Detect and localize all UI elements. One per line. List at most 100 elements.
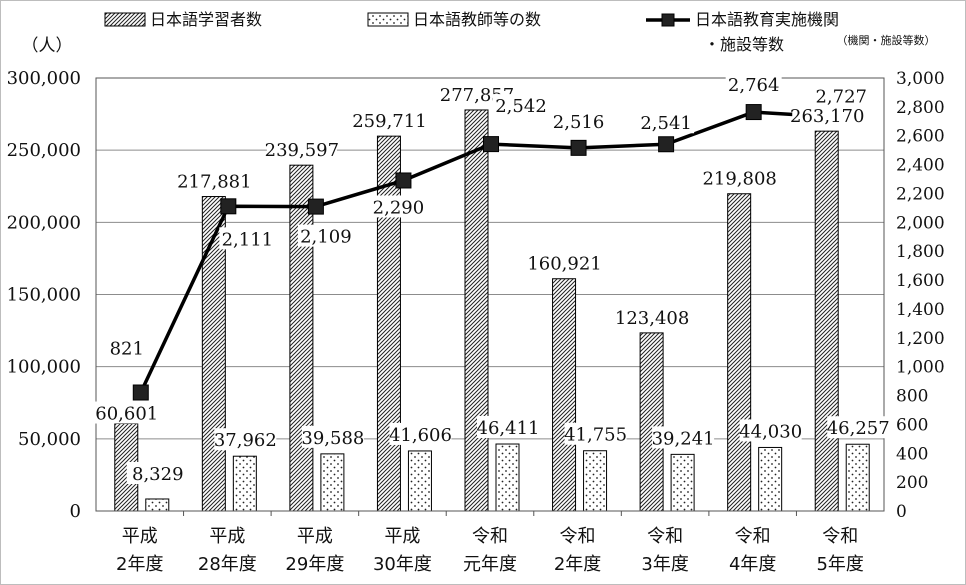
learners-data-label: 259,711 xyxy=(352,111,426,132)
y-left-tick-label: 300,000 xyxy=(7,68,81,89)
teachers-bar xyxy=(495,443,520,512)
y-left-tick-label: 150,000 xyxy=(7,285,81,306)
x-axis-category-label: 2年度 xyxy=(116,554,163,575)
teachers-data-label: 8,329 xyxy=(132,464,184,485)
x-axis-category-label: 4年度 xyxy=(729,554,776,575)
y-right-tick-label: 1,400 xyxy=(896,300,945,320)
data-label-background xyxy=(529,251,600,274)
data-label-background xyxy=(301,425,364,448)
teachers-bar xyxy=(232,455,257,512)
learners-data-label: 239,597 xyxy=(265,140,339,161)
legend-institutions-label: ・施設等数 xyxy=(704,35,784,54)
y-right-tick-label: 2,600 xyxy=(896,127,945,147)
data-label-background xyxy=(792,104,863,127)
teachers-data-label: 41,606 xyxy=(389,425,452,446)
learners-bar xyxy=(552,278,577,512)
teachers-bar xyxy=(407,450,432,512)
legend-teachers-swatch xyxy=(367,12,409,27)
data-label-background xyxy=(827,416,890,439)
data-label-background xyxy=(652,426,715,449)
y-left-tick-label: 50,000 xyxy=(18,429,81,450)
data-label-background xyxy=(354,109,425,132)
y-right-tick-label: 1,000 xyxy=(896,358,945,378)
data-label-background xyxy=(739,419,802,442)
x-axis-category-label: 28年度 xyxy=(198,554,257,575)
data-label-background xyxy=(266,138,337,161)
y-left-tick-label: 250,000 xyxy=(7,140,81,161)
learners-bar xyxy=(464,109,489,512)
institutions-data-label: 2,290 xyxy=(373,197,425,218)
legend-teachers-label: 日本語教師等の数 xyxy=(413,10,541,29)
x-axis-category-label: 3年度 xyxy=(641,554,688,575)
x-axis-category-label: 30年度 xyxy=(373,554,432,575)
y-right-tick-label: 200 xyxy=(896,473,928,493)
bars xyxy=(114,109,870,512)
y-right-tick-label: 0 xyxy=(896,502,907,522)
data-label-background xyxy=(219,227,276,250)
y-right-tick-label: 2,000 xyxy=(896,213,945,233)
data-label-background xyxy=(813,84,870,107)
learners-data-label: 219,808 xyxy=(702,169,776,190)
data-label-background xyxy=(617,305,688,328)
data-labels: 60,601217,881239,597259,711277,857160,92… xyxy=(91,73,890,485)
institutions-marker xyxy=(132,384,149,401)
learners-data-label: 263,170 xyxy=(790,106,864,127)
x-axis-category-label: 令和 xyxy=(472,526,508,547)
x-axis-category-label: 令和 xyxy=(735,526,771,547)
teachers-data-label: 46,411 xyxy=(477,418,540,439)
y-right-tick-label: 2,800 xyxy=(896,98,945,118)
teachers-bar xyxy=(758,446,783,512)
institutions-marker xyxy=(745,104,762,121)
learners-bar xyxy=(289,164,314,512)
data-label-background xyxy=(214,428,277,451)
data-label-background xyxy=(704,166,775,189)
institutions-data-label: 2,764 xyxy=(728,75,780,96)
legend-institutions-marker xyxy=(661,13,675,27)
institutions-marker xyxy=(658,136,675,153)
data-label-background xyxy=(370,195,427,218)
x-axis-category-label: 平成 xyxy=(209,526,245,547)
institutions-data-label: 2,541 xyxy=(640,113,692,134)
teachers-data-label: 39,241 xyxy=(652,428,715,449)
teachers-data-label: 44,030 xyxy=(739,421,802,442)
learners-bar xyxy=(639,332,664,512)
y-right-tick-label: 2,200 xyxy=(896,184,945,204)
y-left-tick-label: 200,000 xyxy=(7,212,81,233)
data-label-background xyxy=(98,336,155,359)
y-right-tick-label: 1,200 xyxy=(896,329,945,349)
data-label-background xyxy=(179,169,250,192)
institutions-marker xyxy=(483,136,499,153)
line-series xyxy=(132,104,850,401)
learners-bar xyxy=(814,130,839,512)
data-label-background xyxy=(493,94,549,117)
y-left-tick-label: 0 xyxy=(70,501,81,522)
x-axis-category-label: 令和 xyxy=(822,526,858,547)
plot-frame xyxy=(95,77,885,512)
y-right-tick-label: 800 xyxy=(896,387,928,407)
data-label-background xyxy=(550,109,607,132)
data-label-background xyxy=(297,224,354,247)
teachers-bar xyxy=(583,450,608,512)
y-right-tick-label: 400 xyxy=(896,444,928,464)
teachers-data-label: 46,257 xyxy=(827,418,890,439)
y-right-tick-label: 2,400 xyxy=(896,156,945,176)
legend-learners-label: 日本語学習者数 xyxy=(150,10,262,29)
institutions-marker xyxy=(395,172,412,189)
data-label-background xyxy=(638,111,695,134)
legend-institutions-label: 日本語教育実施機関 xyxy=(695,10,839,29)
y-left-unit-label: （人） xyxy=(22,36,73,56)
axes: 0 50,000 100,000 150,000 200,000 250,000 300,0… xyxy=(7,33,945,575)
y-right-tick-label: 3,000 xyxy=(896,69,945,89)
data-label-background xyxy=(725,73,782,96)
x-axis-category-label: 平成 xyxy=(384,526,420,547)
learners-data-label: 123,408 xyxy=(615,308,689,329)
legend-learners-swatch xyxy=(104,12,146,27)
y-right-tick-label: 1,600 xyxy=(896,271,945,291)
y-right-tick-label: 600 xyxy=(896,415,928,435)
y-right-tick-label: 1,800 xyxy=(896,242,945,262)
y-right-unit-label: （機関・施設等数） xyxy=(837,33,936,47)
x-axis-category-label: 2年度 xyxy=(554,554,601,575)
x-axis-category-label: 29年度 xyxy=(285,554,344,575)
data-label-background xyxy=(91,401,162,424)
